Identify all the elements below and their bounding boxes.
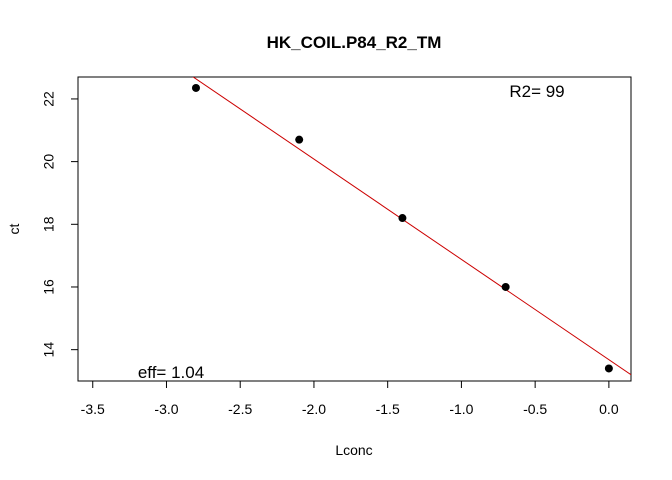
data-point — [501, 282, 510, 291]
y-tick-label: 20 — [41, 154, 57, 170]
data-points — [191, 83, 613, 373]
y-tick-label: 16 — [41, 279, 57, 295]
plot-frame — [77, 76, 632, 382]
x-tick-label: -2.5 — [228, 401, 252, 417]
y-tick-label: 22 — [41, 91, 57, 107]
efficiency-annotation: eff= 1.04 — [138, 363, 204, 382]
data-point — [604, 364, 613, 373]
r2-annotation: R2= 99 — [509, 82, 564, 101]
chart-title: HK_COIL.P84_R2_TM — [267, 33, 442, 52]
data-point — [191, 83, 200, 92]
x-axis: -3.5 -3.0 -2.5 -2.0 -1.5 -1.0 -0.5 0.0 — [81, 380, 619, 417]
x-tick-label: -1.5 — [376, 401, 400, 417]
x-tick-label: -1.0 — [449, 401, 473, 417]
data-point — [398, 214, 407, 223]
x-tick-label: -2.0 — [302, 401, 326, 417]
y-axis: 14 16 18 20 22 — [41, 91, 79, 358]
x-tick-label: -3.5 — [81, 401, 105, 417]
y-tick-label: 14 — [41, 342, 57, 358]
x-tick-label: -0.5 — [523, 401, 547, 417]
y-axis-label: ct — [6, 223, 22, 234]
x-axis-label: Lconc — [335, 442, 372, 458]
x-tick-label: 0.0 — [599, 401, 619, 417]
data-point — [295, 135, 304, 144]
x-tick-label: -3.0 — [154, 401, 178, 417]
y-tick-label: 18 — [41, 216, 57, 232]
regression-line — [192, 77, 631, 376]
